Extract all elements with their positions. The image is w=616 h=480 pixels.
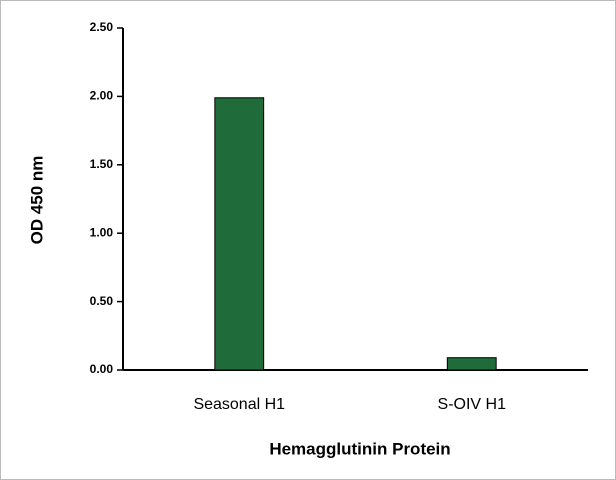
y-tick-label: 2.00 xyxy=(90,89,114,103)
y-tick-label: 1.50 xyxy=(90,157,114,171)
y-tick-label: 2.50 xyxy=(90,20,114,34)
bar xyxy=(214,97,265,371)
y-tick-label: 1.00 xyxy=(90,225,114,239)
y-axis-title: OD 450 nm xyxy=(27,156,46,245)
bar xyxy=(446,357,497,371)
y-tick-label: 0.50 xyxy=(90,294,114,308)
x-tick-label: S-OIV H1 xyxy=(438,396,507,413)
x-tick-label: Seasonal H1 xyxy=(193,396,285,413)
x-axis-title: Hemagglutinin Protein xyxy=(269,439,450,458)
y-tick-label: 0.00 xyxy=(90,362,114,376)
